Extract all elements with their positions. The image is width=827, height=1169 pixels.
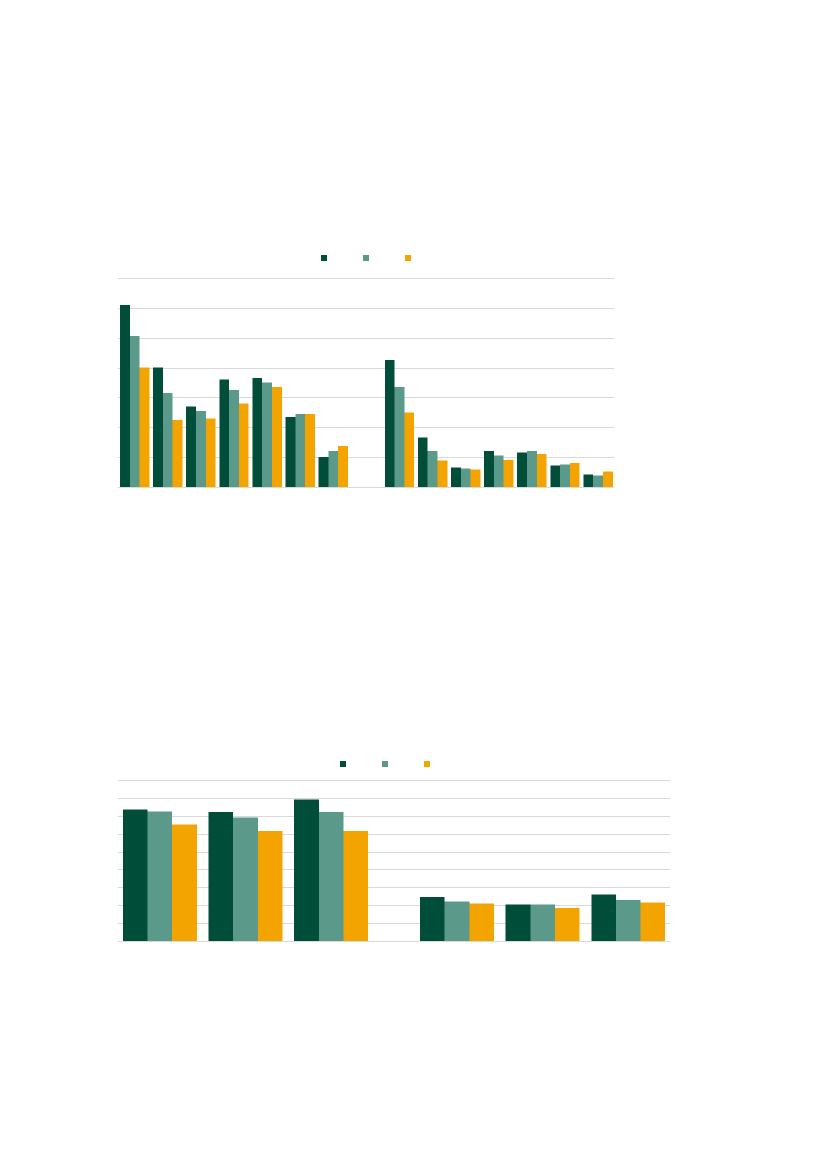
bar-group-8-series-2 [394, 386, 405, 487]
bars [120, 304, 613, 487]
gridlines [118, 780, 670, 942]
bar-group-13-series-1 [550, 465, 561, 487]
bar-group-12-series-3 [536, 454, 547, 487]
bar-group-3-series-2 [196, 410, 206, 487]
bar-group-11-series-1 [484, 451, 494, 487]
bar-group-4-series-2 [444, 901, 470, 941]
bar-group-12-series-2 [527, 451, 537, 487]
bar-group-6-series-2 [615, 899, 641, 941]
bar-group-2-series-1 [153, 367, 163, 487]
bar-group-7-series-2 [328, 451, 339, 487]
legend-swatch-3 [405, 255, 411, 261]
legend-swatch-2 [382, 761, 388, 767]
bars [123, 799, 666, 941]
bar-group-6-series-1 [285, 416, 296, 487]
bar-group-1-series-1 [123, 809, 148, 941]
bar-group-13-series-2 [560, 464, 570, 487]
bar-group-12-series-1 [517, 452, 527, 487]
bar-group-11-series-3 [503, 460, 514, 487]
legend [340, 761, 430, 767]
legend-swatch-2 [363, 255, 369, 261]
bar-group-3-series-2 [318, 812, 344, 941]
bar-group-10-series-1 [451, 467, 461, 487]
bar-group-4-series-1 [219, 379, 230, 487]
bar-group-6-series-3 [640, 902, 666, 941]
legend [321, 255, 411, 261]
bar-group-10-series-2 [460, 468, 471, 487]
bar-group-14-series-1 [583, 474, 594, 487]
bar-group-1-series-3 [172, 824, 197, 941]
bar-group-2-series-3 [172, 419, 183, 487]
legend-swatch-1 [321, 255, 327, 261]
bar-group-2-series-2 [233, 817, 258, 941]
bar-group-2-series-3 [257, 830, 283, 941]
bar-group-13-series-3 [569, 463, 580, 487]
bar-group-4-series-3 [238, 403, 249, 487]
bar-group-2-series-2 [162, 392, 173, 487]
bar-group-1-series-3 [139, 367, 150, 487]
bar-group-14-series-3 [603, 471, 613, 487]
bar-group-3-series-1 [294, 799, 319, 941]
bar-group-5-series-1 [252, 378, 263, 487]
bar-group-5-series-1 [505, 904, 531, 941]
bar-group-8-series-3 [404, 412, 415, 487]
legend-swatch-3 [424, 761, 430, 767]
bar-group-1-series-1 [120, 304, 130, 487]
bar-group-6-series-3 [305, 413, 315, 487]
bar-group-8-series-1 [384, 360, 395, 487]
bar-group-14-series-2 [593, 475, 603, 487]
bar-group-9-series-3 [437, 460, 448, 487]
bar-group-7-series-3 [338, 445, 348, 487]
bar-group-3-series-3 [343, 830, 368, 941]
bar-group-11-series-2 [493, 455, 504, 487]
bar-group-4-series-3 [469, 903, 494, 941]
bar-group-9-series-1 [417, 437, 428, 487]
bar-group-2-series-1 [208, 812, 234, 941]
bar-group-3-series-3 [205, 418, 216, 487]
bar-group-5-series-2 [262, 382, 272, 487]
bar-group-1-series-2 [129, 336, 140, 487]
bar-group-5-series-2 [530, 904, 555, 941]
bar-group-6-series-2 [295, 413, 306, 487]
legend-swatch-1 [340, 761, 346, 767]
bar-group-5-series-3 [554, 907, 580, 941]
bar-group-3-series-1 [186, 406, 196, 487]
bar-group-10-series-3 [470, 469, 481, 487]
bar-group-4-series-1 [420, 897, 445, 941]
bar-group-7-series-1 [318, 457, 329, 487]
bar-group-5-series-3 [272, 386, 282, 487]
bar-group-4-series-2 [229, 389, 239, 487]
bar-group-1-series-2 [147, 811, 173, 941]
bar-group-6-series-1 [591, 894, 616, 941]
bar-group-9-series-2 [427, 451, 438, 487]
